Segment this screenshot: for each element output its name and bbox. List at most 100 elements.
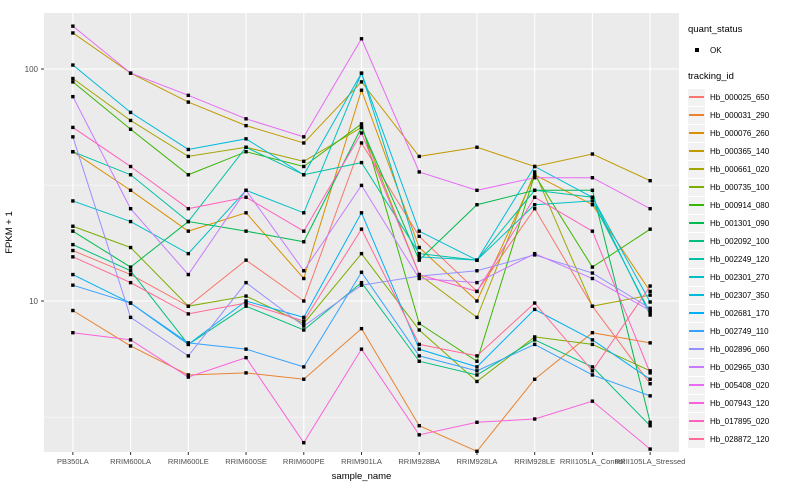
line-swatch-icon (689, 204, 704, 206)
data-point (648, 382, 652, 386)
data-point (648, 284, 652, 288)
data-point (302, 173, 306, 177)
line-swatch-icon (689, 222, 704, 224)
data-point (475, 269, 479, 273)
data-point (417, 276, 421, 281)
legend-item-ok: OK (688, 41, 798, 59)
data-point (648, 300, 652, 304)
legend: quant_status OK tracking_id Hb_000025_65… (688, 24, 798, 460)
data-point (302, 319, 306, 323)
data-point (244, 371, 248, 375)
legend-item-Hb_002681_170: Hb_002681_170 (688, 304, 798, 322)
legend-key-box (688, 232, 705, 250)
data-point (302, 315, 306, 320)
data-point (648, 341, 652, 345)
x-tick-label: RRIM600SE (225, 457, 267, 466)
line-swatch-icon (689, 312, 704, 314)
legend-key-box (688, 322, 705, 340)
data-point (71, 283, 75, 287)
data-point (475, 203, 479, 207)
data-point (186, 354, 191, 358)
data-point (186, 375, 191, 379)
data-point (186, 272, 191, 277)
x-tick-label: RRIM901LA (341, 457, 382, 466)
legend-key-box (688, 268, 705, 286)
data-point (244, 229, 248, 233)
legend-item-label: Hb_002301_270 (710, 272, 770, 282)
legend-item-label: Hb_000735_100 (710, 182, 770, 192)
legend-item-Hb_000031_290: Hb_000031_290 (688, 106, 798, 124)
data-point (71, 255, 75, 259)
data-point (475, 373, 479, 377)
axes: PB350LA RRIM600LA RRIM600LE RRIM600SE RRIM60… (4, 65, 685, 482)
data-point (648, 227, 652, 231)
data-point (359, 88, 364, 92)
data-point (648, 306, 652, 311)
data-point (186, 312, 191, 316)
x-tick-label: RRIM600LA (110, 457, 151, 466)
x-tick-label: RRIM600PE (283, 457, 325, 466)
data-point (71, 94, 75, 99)
data-point (417, 328, 421, 332)
data-point (186, 341, 191, 345)
data-point (417, 354, 421, 358)
data-point (417, 342, 421, 347)
y-tick-label: 10 (29, 297, 38, 306)
legend-item-label: Hb_000031_290 (710, 110, 770, 120)
data-point (71, 242, 75, 247)
data-point (532, 251, 537, 256)
line-swatch-icon (689, 384, 704, 386)
line-swatch-icon (689, 240, 704, 242)
data-point (71, 76, 75, 81)
data-point (648, 420, 652, 425)
data-point (590, 369, 595, 373)
data-point (186, 373, 191, 377)
legend-key-box (688, 358, 705, 376)
data-point (128, 344, 133, 348)
series-points (71, 24, 652, 453)
data-point (359, 71, 364, 75)
data-point (648, 447, 652, 451)
data-point (417, 272, 421, 277)
data-point (128, 71, 133, 75)
data-point (128, 269, 133, 273)
legend-item-Hb_002965_030: Hb_002965_030 (688, 358, 798, 376)
data-point (128, 272, 133, 277)
data-point (128, 301, 133, 305)
legend-key-box (688, 160, 705, 178)
data-point (244, 195, 248, 199)
legend-item-label: OK (710, 45, 722, 55)
data-point (128, 265, 133, 269)
data-point (359, 37, 364, 41)
data-point (590, 342, 595, 347)
data-point (128, 127, 133, 131)
data-point (244, 304, 248, 308)
data-point (71, 272, 75, 277)
legend-item-label: Hb_000025_650 (710, 92, 770, 102)
data-point (244, 117, 248, 121)
data-point (648, 371, 652, 375)
data-point (71, 199, 75, 203)
data-point (186, 93, 191, 98)
legend-item-label: Hb_002249_120 (710, 254, 770, 264)
legend-item-Hb_002749_110: Hb_002749_110 (688, 322, 798, 340)
line-swatch-icon (689, 114, 704, 116)
data-point (532, 377, 537, 381)
data-point (302, 141, 306, 145)
x-tick-label: RRIM928LA (457, 457, 498, 466)
data-point (71, 248, 75, 253)
legend-item-label: Hb_002896_060 (710, 344, 770, 354)
legend-item-Hb_000076_260: Hb_000076_260 (688, 124, 798, 142)
data-point (475, 354, 479, 358)
data-point (71, 63, 75, 67)
data-point (302, 211, 306, 215)
legend-item-Hb_000661_020: Hb_000661_020 (688, 160, 798, 178)
legend-item-Hb_005408_020: Hb_005408_020 (688, 376, 798, 394)
data-point (475, 449, 479, 453)
point-marker-icon (694, 48, 699, 52)
data-point (475, 280, 479, 285)
data-point (475, 258, 479, 262)
data-point (648, 424, 652, 428)
legend-key-box (688, 124, 705, 142)
data-point (128, 219, 133, 224)
